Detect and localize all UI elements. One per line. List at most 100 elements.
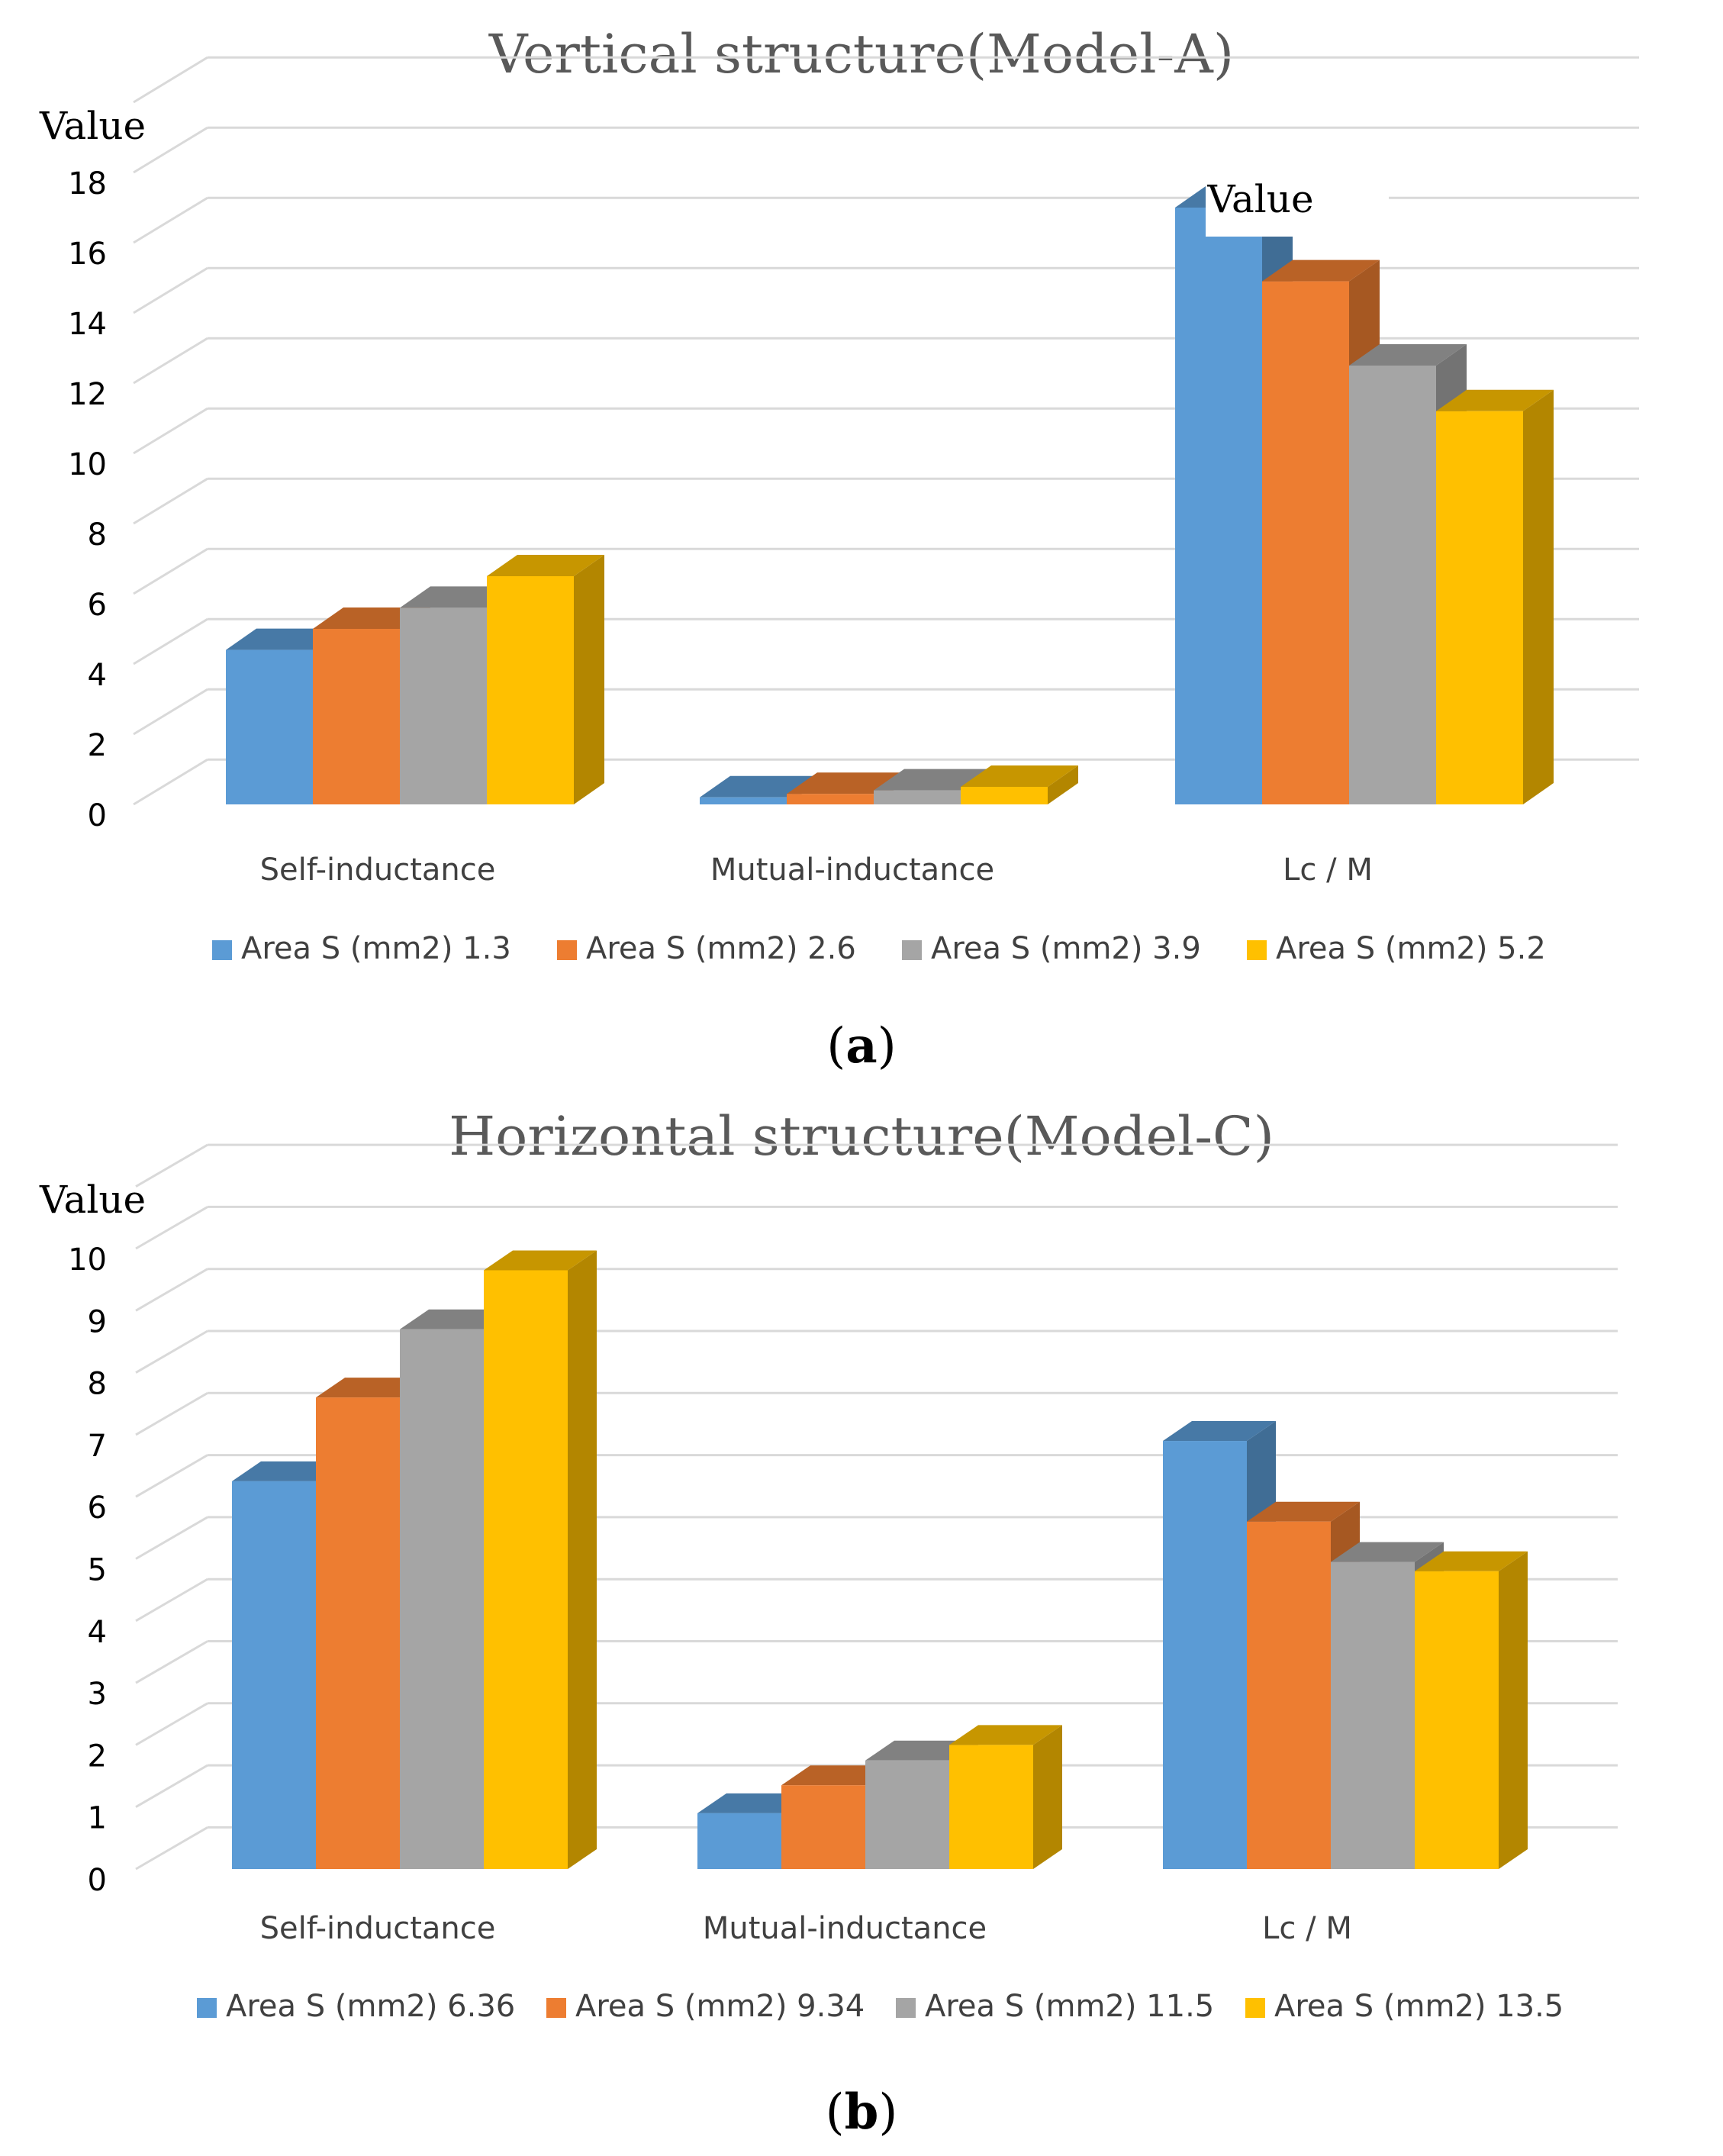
bar-front — [400, 607, 487, 804]
legend-label: Area S (mm2) 11.5 — [925, 1989, 1214, 2024]
chart-vertical-structure: Vertical structure(Model-A) Value 0 2 4 6 8 10 1… — [39, 23, 1639, 1075]
bar-front — [1247, 1521, 1331, 1869]
bar-side — [574, 555, 604, 804]
bar-front — [1415, 1571, 1499, 1869]
y-tick-label: 1 — [88, 1801, 107, 1836]
y-tick-label: 6 — [88, 588, 107, 623]
legend-label: Area S (mm2) 1.3 — [241, 931, 511, 966]
bar-front — [484, 1270, 568, 1869]
y-tick-label: 2 — [88, 728, 107, 763]
y-tick-label: 6 — [88, 1491, 107, 1526]
gridline-diagonal — [133, 337, 208, 385]
legend-item: Area S (mm2) 1.3 — [212, 931, 511, 966]
gridline-diagonal — [135, 1826, 208, 1871]
bar-front — [226, 649, 313, 804]
bar — [1436, 389, 1554, 804]
bar-top — [1331, 1542, 1444, 1562]
bar-top — [874, 769, 991, 791]
gridline-diagonal — [133, 126, 208, 174]
bar-side — [1033, 1725, 1062, 1869]
legend-item: Area S (mm2) 3.9 — [902, 931, 1201, 966]
bar-top — [787, 772, 904, 794]
bar-side — [1523, 389, 1554, 804]
bar-top — [961, 765, 1078, 787]
bar — [487, 555, 604, 804]
gridline-diagonal — [133, 758, 208, 806]
legend-item: Area S (mm2) 9.34 — [546, 1989, 865, 2024]
gridline-diagonal — [135, 1640, 208, 1684]
gridline-diagonal — [135, 1268, 208, 1312]
bar-top — [700, 775, 817, 798]
bar-front — [874, 790, 961, 804]
figure-caption: (a) — [826, 1017, 896, 1075]
y-tick-label: 3 — [88, 1677, 107, 1712]
bar — [961, 765, 1078, 804]
bar-front — [865, 1760, 949, 1869]
gridline-diagonal — [133, 266, 208, 314]
bar — [949, 1725, 1062, 1869]
bar-front — [1436, 411, 1523, 804]
gridline-diagonal — [135, 1206, 208, 1250]
y-tick-label: 10 — [68, 1242, 107, 1278]
chart-horizontal-structure: Horizontal structure(Model-C) Value 0 1 2 3 4 5… — [39, 1105, 1618, 2141]
y-axis-label: Value — [39, 1178, 146, 1222]
caption-letter: b — [845, 2083, 879, 2141]
y-tick-label: 0 — [88, 798, 107, 833]
legend-swatch — [1245, 1998, 1265, 2018]
legend-item: Area S (mm2) 13.5 — [1245, 1989, 1564, 2024]
annotation-label: Value — [1206, 177, 1313, 221]
legend-swatch — [1247, 940, 1267, 960]
gridline-diagonal — [133, 688, 208, 736]
legend-label: Area S (mm2) 6.36 — [226, 1989, 515, 2024]
gridline-diagonal — [135, 1392, 208, 1436]
y-tick-label: 10 — [68, 447, 107, 482]
x-category-label: Self-inductance — [260, 1911, 496, 1946]
gridline-diagonal — [135, 1702, 208, 1746]
legend-swatch — [197, 1998, 217, 2018]
bar-front — [232, 1481, 316, 1869]
x-category-label: Mutual-inductance — [710, 852, 994, 888]
bar-side — [1499, 1551, 1528, 1869]
bar-front — [1163, 1441, 1247, 1869]
bar-front — [700, 797, 787, 804]
y-tick-label: 18 — [68, 166, 107, 201]
legend-item: Area S (mm2) 5.2 — [1247, 931, 1546, 966]
bar-side — [568, 1250, 597, 1869]
gridline-diagonal — [133, 477, 208, 525]
legend-label: Area S (mm2) 5.2 — [1276, 931, 1546, 966]
y-tick-label: 0 — [88, 1863, 107, 1898]
gridline-diagonal — [133, 547, 208, 595]
x-category-label: Mutual-inductance — [703, 1911, 987, 1946]
bar-front — [487, 576, 574, 804]
bar-side — [1048, 765, 1078, 804]
bar-top — [1436, 389, 1554, 411]
gridline-diagonal — [133, 617, 208, 665]
x-category-label: Lc / M — [1262, 1911, 1352, 1946]
bar-top — [1163, 1421, 1276, 1442]
bar-front — [961, 787, 1048, 804]
legend-swatch — [896, 1998, 916, 2018]
bar-front — [697, 1813, 781, 1869]
y-tick-label: 4 — [88, 1615, 107, 1650]
caption-letter: a — [845, 1017, 877, 1075]
y-tick-label: 8 — [88, 517, 107, 553]
bar-top — [1247, 1501, 1360, 1522]
bar — [1415, 1551, 1528, 1869]
annotation-background — [1206, 168, 1389, 237]
bar-front — [787, 794, 874, 804]
bar-top — [1349, 344, 1467, 366]
legend-swatch — [546, 1998, 566, 2018]
y-tick-label: 9 — [88, 1304, 107, 1339]
gridline-diagonal — [135, 1143, 208, 1188]
bar-front — [313, 629, 400, 804]
bar-front — [400, 1329, 484, 1869]
y-tick-label: 7 — [88, 1429, 107, 1464]
bar-top — [949, 1725, 1062, 1745]
y-tick-label: 12 — [68, 377, 107, 412]
bar-front — [316, 1397, 400, 1869]
bar-front — [1349, 366, 1436, 804]
bar-front — [1262, 281, 1349, 805]
legend-swatch — [212, 940, 232, 960]
legend-label: Area S (mm2) 2.6 — [586, 931, 856, 966]
